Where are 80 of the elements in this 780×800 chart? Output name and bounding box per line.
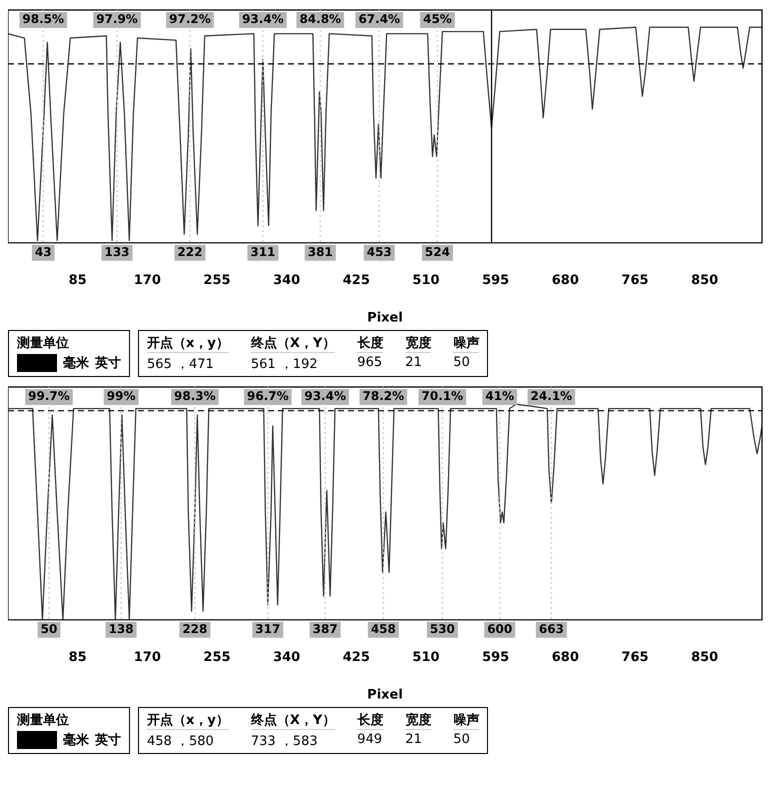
annotation: 97.2% (169, 12, 211, 26)
text: 测量单位 (17, 335, 70, 352)
text: 噪声 (453, 334, 480, 353)
annotation: 99% (106, 389, 136, 404)
annotation: 93.4% (304, 389, 346, 404)
annotation: 98.3% (174, 389, 216, 404)
ref-line-label: 387 (312, 622, 338, 636)
x-tick-label: 255 (203, 272, 231, 288)
x-tick-label: 595 (482, 272, 510, 288)
x-tick-label: 425 (342, 272, 370, 288)
text: 宽度 (405, 711, 432, 730)
text: 长度 (357, 334, 384, 353)
text: 宽度 (405, 334, 432, 353)
x-tick-label: 765 (621, 650, 649, 665)
annotation: 96.7% (246, 389, 289, 404)
ref-line-label: 43 (34, 244, 52, 259)
text: 英寸 (95, 355, 121, 372)
ref-line-label: 530 (430, 622, 455, 636)
text: 965 (357, 355, 384, 372)
text: 21 (405, 732, 423, 749)
x-axis-title: Pixel (367, 310, 403, 326)
text: 噪声 (453, 711, 480, 730)
x-tick-label: 340 (273, 650, 300, 665)
annotation: 45% (423, 12, 452, 26)
x-tick-label: 170 (134, 272, 161, 288)
text: 458 ，580 (147, 733, 215, 750)
x-tick-label: 595 (482, 650, 510, 665)
text: 终点（X，Y） (250, 334, 336, 353)
x-tick-label: 765 (621, 272, 649, 288)
ref-line-label: 133 (104, 244, 130, 259)
text: 毫米 (63, 732, 89, 749)
annotation: 67.4% (358, 12, 400, 26)
ref-line-label: 524 (424, 244, 450, 259)
ref-line-label: 222 (177, 244, 202, 259)
annotation: 24.1% (530, 389, 572, 404)
ref-line-label: 228 (182, 622, 208, 636)
x-tick-label: 680 (552, 650, 579, 665)
x-tick-label: 255 (203, 650, 231, 665)
text: 长度 (357, 711, 384, 730)
text: 50 (453, 355, 471, 372)
text: 50 (453, 732, 471, 749)
text: 毫米 (63, 354, 89, 372)
annotation: 70.1% (422, 389, 464, 404)
ref-line-label: 138 (108, 622, 134, 636)
annotation: 99.7% (28, 389, 70, 404)
annotation: 97.9% (96, 12, 138, 26)
x-tick-label: 425 (342, 650, 370, 665)
x-tick-label: 85 (68, 650, 87, 665)
x-tick-label: 680 (552, 272, 579, 288)
annotation: 84.8% (299, 12, 342, 26)
annotation: 93.4% (242, 12, 284, 26)
text: 终点（X，Y） (250, 711, 336, 730)
text: 开点（x，y） (147, 334, 229, 353)
text: 测量单位 (17, 712, 70, 729)
ref-line-label: 317 (255, 622, 280, 636)
text: 开点（x，y） (147, 711, 229, 730)
x-tick-label: 510 (412, 272, 440, 288)
ref-line-label: 663 (538, 622, 564, 636)
x-tick-label: 850 (691, 272, 718, 288)
text: 21 (405, 355, 423, 372)
ref-line-label: 458 (370, 622, 396, 636)
text: 561 ，192 (250, 356, 319, 373)
ref-line-label: 311 (250, 244, 276, 259)
text: 565 ，471 (147, 356, 215, 373)
x-tick-label: 850 (691, 650, 718, 665)
annotation: 41% (485, 389, 514, 404)
x-tick-label: 340 (273, 272, 300, 288)
ref-line-label: 50 (40, 622, 58, 636)
text: 英寸 (95, 732, 121, 749)
x-tick-label: 170 (134, 650, 161, 665)
annotation: 98.5% (22, 12, 64, 26)
x-tick-label: 510 (412, 650, 440, 665)
ref-line-label: 381 (308, 244, 333, 259)
text: 949 (357, 732, 384, 749)
x-tick-label: 85 (68, 272, 87, 288)
text: 733 ，583 (250, 733, 319, 750)
ref-line-label: 453 (366, 244, 392, 259)
ref-line-label: 600 (487, 622, 512, 636)
annotation: 78.2% (362, 389, 404, 404)
x-axis-title: Pixel (367, 688, 403, 703)
